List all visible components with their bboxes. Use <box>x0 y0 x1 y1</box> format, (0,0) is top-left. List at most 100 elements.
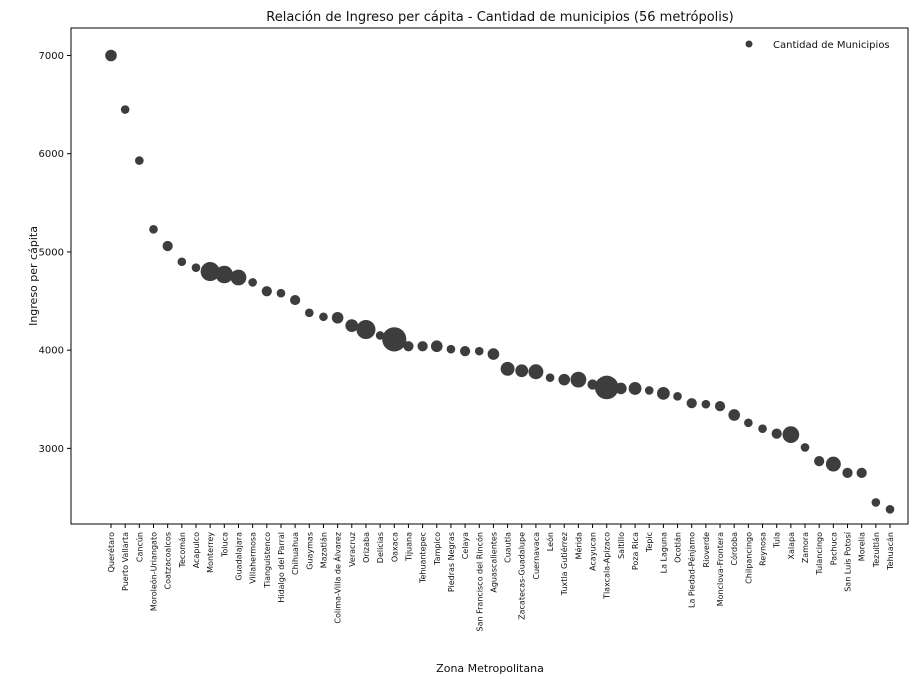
x-tick-label: Zacatecas-Guadalupe <box>518 532 527 620</box>
data-point <box>771 428 782 439</box>
plot-frame <box>70 27 909 525</box>
data-point <box>758 424 767 434</box>
x-tick-label: Tezuitlán <box>872 532 881 568</box>
x-tick-label: Tijuana <box>404 532 413 562</box>
x-tick-label: Guadalajara <box>234 532 243 581</box>
data-point <box>276 288 286 298</box>
y-axis-ticks: 3000 4000 5000 6000 7000 <box>39 51 71 455</box>
data-point <box>120 105 130 114</box>
x-tick-label: Guaymas <box>305 532 314 570</box>
x-tick-label: Zamora <box>801 532 810 563</box>
x-tick-label: Tlaxcala-Apizaco <box>603 532 612 600</box>
data-point <box>782 426 800 443</box>
data-point <box>686 398 697 409</box>
data-point <box>744 418 753 428</box>
x-tick-label: Hidalgo del Parral <box>277 532 286 603</box>
y-axis-label: Ingreso per cápita <box>27 226 40 326</box>
data-point <box>594 375 619 400</box>
x-tick-label: Poza Rica <box>631 532 640 570</box>
data-point <box>261 286 272 297</box>
data-point <box>714 401 726 412</box>
y-tick-label: 3000 <box>39 444 64 455</box>
x-tick-label: Cuautla <box>504 532 513 563</box>
data-point <box>162 240 173 252</box>
data-point <box>382 327 407 352</box>
x-tick-label: Chihuahua <box>291 532 300 575</box>
x-tick-label: San Luis Potosí <box>844 531 853 592</box>
x-tick-label: Tulancingo <box>815 532 824 576</box>
data-point <box>701 399 711 409</box>
x-tick-label: Cuernavaca <box>532 532 541 580</box>
data-point <box>191 263 201 272</box>
data-point <box>487 348 500 360</box>
data-point <box>500 361 515 376</box>
x-tick-label: Chilpancingo <box>744 532 753 584</box>
x-tick-label: Coatzacoalcos <box>164 532 173 590</box>
x-tick-label: Delicias <box>376 532 385 563</box>
x-tick-label: San Francisco del Rincón <box>474 532 484 631</box>
data-point <box>177 257 187 267</box>
x-tick-label: Monclova-Frontera <box>716 532 725 606</box>
x-tick-label: La Laguna <box>659 532 668 573</box>
y-tick-label: 5000 <box>39 247 64 258</box>
data-point <box>319 312 328 322</box>
y-tick-label: 4000 <box>39 346 64 357</box>
data-point <box>615 382 627 395</box>
x-tick-label: Oaxaca <box>390 532 399 562</box>
data-point <box>345 319 359 332</box>
data-point <box>474 346 484 356</box>
data-points <box>105 49 895 514</box>
data-point <box>825 456 841 472</box>
x-tick-label: Tepic <box>645 532 654 553</box>
data-point <box>375 331 385 340</box>
data-point <box>885 504 895 514</box>
plot-area <box>70 27 909 525</box>
data-point <box>515 364 529 378</box>
x-tick-label: Morelia <box>858 532 867 561</box>
x-tick-label: Cancún <box>135 532 144 562</box>
data-point <box>528 364 544 380</box>
x-tick-label: Monterrey <box>206 532 215 573</box>
x-tick-label: Xalapa <box>787 532 796 560</box>
y-tick-label: 6000 <box>39 149 64 160</box>
x-tick-label: Tehuacán <box>886 532 895 571</box>
data-point <box>656 386 670 400</box>
data-point <box>417 341 428 352</box>
x-tick-label: Aguascalientes <box>489 532 498 593</box>
legend-label: Cantidad de Municipios <box>773 40 890 51</box>
chart-title: Relación de Ingreso per cápita - Cantida… <box>266 10 733 25</box>
data-point <box>570 371 587 388</box>
data-point <box>215 265 234 284</box>
x-tick-label: Orizaba <box>362 532 371 563</box>
x-tick-label: Rioverde <box>702 532 711 568</box>
data-point <box>290 294 301 306</box>
x-tick-label: Veracruz <box>348 532 357 567</box>
data-point <box>728 409 740 421</box>
x-tick-label: Mazatlán <box>319 532 328 568</box>
data-point <box>545 373 555 382</box>
data-point <box>105 49 117 62</box>
data-point <box>230 269 247 286</box>
x-axis-ticks: Querétaro Puerto Vallarta Cancún Moroleón-U… <box>106 524 895 631</box>
x-axis-label: Zona Metropolitana <box>436 662 544 675</box>
data-point <box>871 498 881 507</box>
x-tick-label: Villahermosa <box>249 532 258 584</box>
x-tick-label: Acapulco <box>192 532 201 568</box>
x-tick-label: León <box>545 532 555 551</box>
x-tick-label: Puerto Vallarta <box>121 532 130 591</box>
x-tick-label: Tampico <box>433 532 442 566</box>
x-tick-label: Reynosa <box>759 532 768 566</box>
x-tick-label: Tianguistenco <box>263 532 272 589</box>
data-point <box>628 382 642 395</box>
x-tick-label: Querétaro <box>106 532 116 572</box>
legend-marker <box>745 40 753 48</box>
legend: Cantidad de Municipios <box>745 40 890 51</box>
data-point <box>644 386 654 395</box>
data-point <box>430 340 443 353</box>
x-tick-label: Tecomán <box>178 532 187 569</box>
x-tick-label: Tehuantepec <box>419 532 428 584</box>
data-point <box>304 308 314 318</box>
data-point <box>558 373 571 386</box>
x-tick-label: Tuxtla Gutiérrez <box>559 532 569 596</box>
